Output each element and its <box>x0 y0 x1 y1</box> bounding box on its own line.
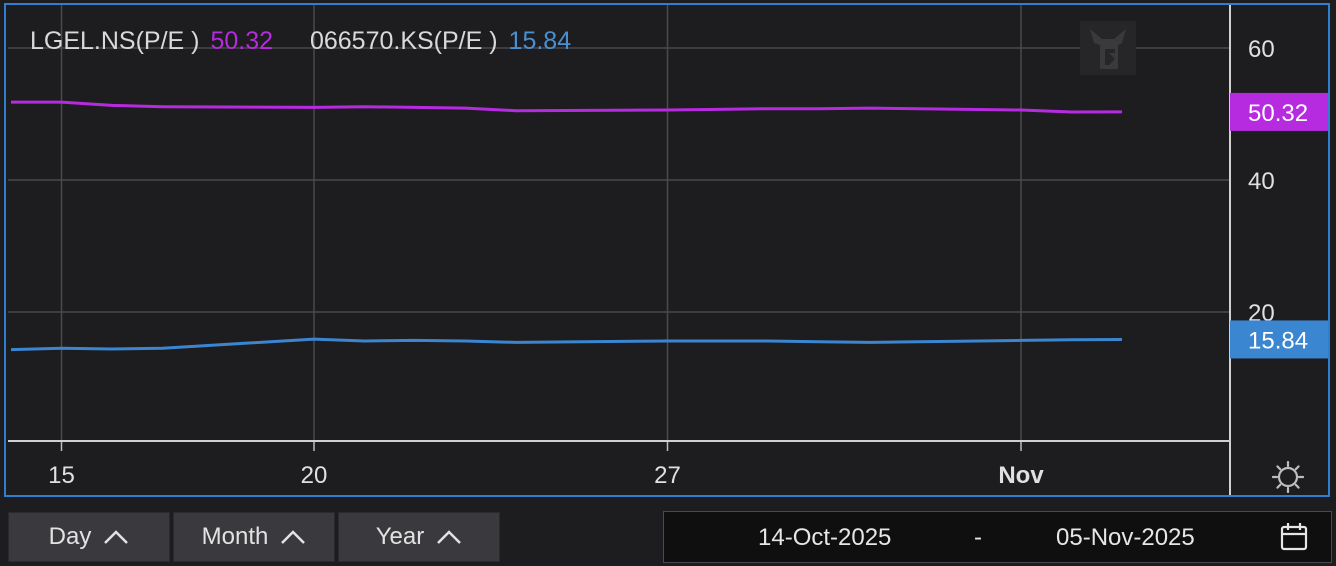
month-button[interactable]: Month <box>173 512 335 562</box>
chart-panel[interactable]: 20 40 60 15 20 27 Nov 50.32 15.84 LGEL.NS(P/E )… <box>4 3 1330 497</box>
series-lines <box>10 100 1123 352</box>
value-badge-label: 50.32 <box>1248 100 1308 127</box>
chart-legend: LGEL.NS(P/E ) 50.32 066570.KS(P/E ) 15.8… <box>30 27 575 56</box>
chevron-up-icon <box>281 530 306 544</box>
watermark-logo-icon <box>1080 21 1136 75</box>
year-button[interactable]: Year <box>338 512 500 562</box>
series-line-1 <box>11 100 1123 114</box>
grid-lines <box>8 5 1231 495</box>
legend-series-2-name: 066570.KS(P/E ) <box>309 27 498 55</box>
legend-series-1-name: LGEL.NS(P/E ) <box>30 27 200 55</box>
x-tick-label: 20 <box>301 462 328 489</box>
calendar-icon[interactable] <box>1280 522 1308 552</box>
value-badges: 50.32 15.84 <box>1230 92 1328 359</box>
x-tick-label: 27 <box>654 462 681 489</box>
value-badge-label: 15.84 <box>1248 327 1308 354</box>
day-button-label: Day <box>48 523 92 550</box>
month-button-label: Month <box>201 523 269 550</box>
value-badge-2 <box>1230 320 1328 359</box>
x-tick-label: Nov <box>998 462 1044 489</box>
day-button[interactable]: Day <box>8 512 170 562</box>
y-tick-label: 60 <box>1248 36 1275 63</box>
start-date-field[interactable]: 14-Oct-2025 <box>758 524 892 551</box>
date-separator: - <box>974 524 982 551</box>
series-line-2 <box>10 337 1123 352</box>
date-range-picker[interactable]: 14-Oct-2025 - 05-Nov-2025 <box>663 511 1332 563</box>
y-tick-label: 40 <box>1248 168 1275 195</box>
legend-series-1-value: 50.32 <box>210 27 274 55</box>
end-date-field[interactable]: 05-Nov-2025 <box>1056 524 1195 551</box>
settings-gear-icon[interactable] <box>1272 461 1304 493</box>
year-button-label: Year <box>375 523 425 550</box>
chevron-up-icon <box>104 530 129 544</box>
legend-series-2-value: 15.84 <box>508 27 572 55</box>
value-badge-1 <box>1230 92 1328 131</box>
x-tick-label: 15 <box>48 462 75 489</box>
chevron-up-icon <box>437 530 462 544</box>
